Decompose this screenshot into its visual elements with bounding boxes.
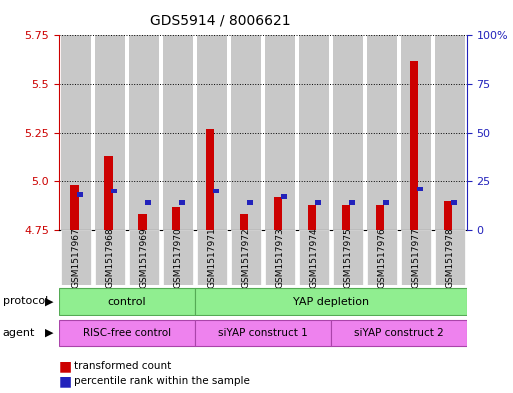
- Bar: [138, 214, 147, 230]
- Bar: [383, 200, 389, 205]
- Bar: [206, 129, 214, 230]
- Bar: [180, 200, 185, 205]
- Bar: [332, 35, 363, 230]
- Bar: [193, 35, 196, 230]
- Text: GSM1517968: GSM1517968: [106, 227, 114, 288]
- Text: ▶: ▶: [45, 328, 53, 338]
- Bar: [274, 197, 283, 230]
- Bar: [104, 156, 112, 230]
- Text: ▶: ▶: [45, 296, 53, 307]
- Bar: [308, 205, 317, 230]
- Text: ■: ■: [59, 374, 72, 388]
- Bar: [196, 35, 227, 230]
- Bar: [111, 189, 117, 193]
- Text: YAP depletion: YAP depletion: [293, 297, 369, 307]
- Text: control: control: [108, 297, 146, 307]
- Bar: [349, 200, 356, 205]
- Text: GSM1517976: GSM1517976: [378, 227, 386, 288]
- Text: GDS5914 / 8006621: GDS5914 / 8006621: [150, 14, 291, 28]
- Bar: [281, 195, 287, 199]
- FancyBboxPatch shape: [367, 230, 397, 285]
- Bar: [315, 200, 321, 205]
- Bar: [77, 193, 84, 197]
- Bar: [295, 35, 299, 230]
- Bar: [451, 200, 457, 205]
- Text: GSM1517967: GSM1517967: [71, 227, 81, 288]
- Bar: [444, 201, 452, 230]
- Bar: [367, 35, 397, 230]
- Text: transformed count: transformed count: [74, 361, 172, 371]
- Bar: [91, 35, 95, 230]
- Bar: [227, 35, 231, 230]
- FancyBboxPatch shape: [332, 230, 363, 285]
- Bar: [417, 187, 423, 191]
- FancyBboxPatch shape: [59, 288, 195, 315]
- Bar: [376, 205, 384, 230]
- Bar: [261, 35, 265, 230]
- Bar: [435, 35, 465, 230]
- Bar: [240, 214, 248, 230]
- Text: percentile rank within the sample: percentile rank within the sample: [74, 376, 250, 386]
- FancyBboxPatch shape: [196, 230, 227, 285]
- FancyBboxPatch shape: [61, 230, 91, 285]
- FancyBboxPatch shape: [95, 230, 125, 285]
- Text: GSM1517974: GSM1517974: [309, 227, 319, 288]
- Bar: [163, 35, 193, 230]
- Bar: [342, 205, 350, 230]
- Bar: [70, 185, 78, 230]
- Text: siYAP construct 2: siYAP construct 2: [354, 328, 444, 338]
- Bar: [410, 61, 419, 230]
- Text: GSM1517970: GSM1517970: [173, 227, 183, 288]
- FancyBboxPatch shape: [331, 320, 467, 346]
- Bar: [231, 35, 261, 230]
- FancyBboxPatch shape: [401, 230, 431, 285]
- Text: GSM1517973: GSM1517973: [275, 227, 284, 288]
- FancyBboxPatch shape: [435, 230, 465, 285]
- Bar: [299, 35, 329, 230]
- Bar: [401, 35, 431, 230]
- FancyBboxPatch shape: [265, 230, 295, 285]
- Text: GSM1517969: GSM1517969: [140, 227, 148, 288]
- Text: protocol: protocol: [3, 296, 48, 307]
- Bar: [95, 35, 125, 230]
- Bar: [125, 35, 129, 230]
- Bar: [431, 35, 435, 230]
- Text: GSM1517975: GSM1517975: [343, 227, 352, 288]
- Text: GSM1517978: GSM1517978: [445, 227, 455, 288]
- Bar: [363, 35, 367, 230]
- FancyBboxPatch shape: [129, 230, 159, 285]
- Text: GSM1517971: GSM1517971: [207, 227, 216, 288]
- Text: GSM1517972: GSM1517972: [242, 227, 250, 288]
- FancyBboxPatch shape: [231, 230, 261, 285]
- Bar: [159, 35, 163, 230]
- Bar: [213, 189, 220, 193]
- Text: GSM1517977: GSM1517977: [411, 227, 420, 288]
- Bar: [247, 200, 253, 205]
- FancyBboxPatch shape: [299, 230, 329, 285]
- Bar: [172, 207, 181, 230]
- Text: agent: agent: [3, 328, 35, 338]
- FancyBboxPatch shape: [163, 230, 193, 285]
- FancyBboxPatch shape: [195, 288, 467, 315]
- Text: siYAP construct 1: siYAP construct 1: [218, 328, 308, 338]
- Bar: [329, 35, 332, 230]
- Bar: [129, 35, 159, 230]
- FancyBboxPatch shape: [195, 320, 331, 346]
- Text: RISC-free control: RISC-free control: [83, 328, 171, 338]
- Bar: [145, 200, 151, 205]
- Bar: [61, 35, 91, 230]
- Bar: [265, 35, 295, 230]
- FancyBboxPatch shape: [59, 320, 195, 346]
- Text: ■: ■: [59, 359, 72, 373]
- Bar: [397, 35, 401, 230]
